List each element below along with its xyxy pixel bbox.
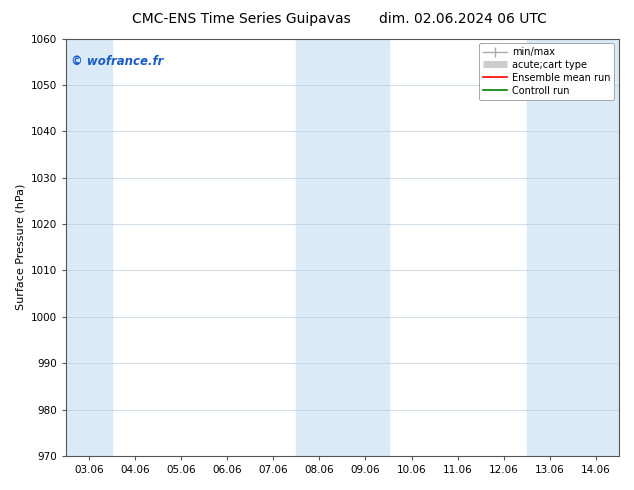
Legend: min/max, acute;cart type, Ensemble mean run, Controll run: min/max, acute;cart type, Ensemble mean … xyxy=(479,44,614,100)
Text: dim. 02.06.2024 06 UTC: dim. 02.06.2024 06 UTC xyxy=(379,12,547,26)
Bar xyxy=(296,39,389,456)
Bar xyxy=(527,39,619,456)
Text: CMC-ENS Time Series Guipavas: CMC-ENS Time Series Guipavas xyxy=(131,12,351,26)
Text: © wofrance.fr: © wofrance.fr xyxy=(72,55,164,68)
Y-axis label: Surface Pressure (hPa): Surface Pressure (hPa) xyxy=(15,184,25,311)
Bar xyxy=(66,39,112,456)
